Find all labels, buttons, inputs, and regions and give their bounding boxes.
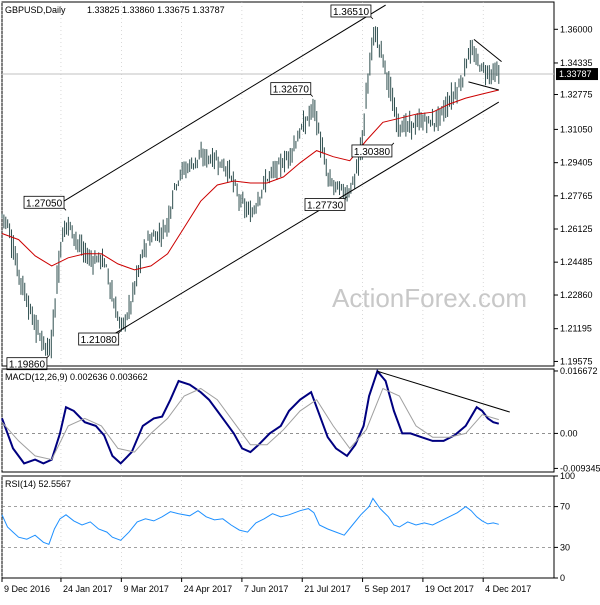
rsi-header: RSI(14) 52.5567 xyxy=(5,479,71,489)
callout-leader xyxy=(370,16,374,20)
x-tick-label: 24 Apr 2017 xyxy=(184,584,233,594)
y-tick-label: 0.016672 xyxy=(560,366,598,376)
callout-box xyxy=(270,82,312,96)
wedge-upper-line xyxy=(473,39,502,63)
y-tick-label: 1.27765 xyxy=(560,191,593,201)
callout-label: 1.27050 xyxy=(26,198,63,209)
y-tick-label: 1.36000 xyxy=(560,24,593,34)
watermark: ActionForex.com xyxy=(332,283,527,313)
callout-label: 1.32670 xyxy=(273,85,310,96)
callout-label: 1.21080 xyxy=(81,335,118,346)
callout-label: 1.27730 xyxy=(307,201,344,212)
price-panel: 1.36000 1.34335 1.32775 1.31050 1.29405 1.277… xyxy=(1,1,598,371)
callout-leader xyxy=(46,355,50,358)
macd-panel: 0.016672 0.00 -0.009345 xyxy=(1,366,600,473)
price-header-symbol: GBPUSD,Daily xyxy=(5,5,66,15)
y-tick-label: 1.29405 xyxy=(560,158,593,168)
x-tick-label: 7 Jun 2017 xyxy=(244,584,289,594)
y-tick-label: 30 xyxy=(560,542,570,552)
price-header-ohlc: 1.33825 1.33860 1.33675 1.33787 xyxy=(87,5,225,15)
callout-leader xyxy=(63,208,67,211)
moving-average-line xyxy=(1,89,499,271)
callout-box xyxy=(330,4,372,18)
signal-line xyxy=(1,387,499,461)
y-tick-label: 1.32775 xyxy=(560,90,593,100)
channel-lower-line xyxy=(109,101,500,338)
callout-box xyxy=(6,357,48,371)
y-tick-label: 1.34335 xyxy=(560,58,593,68)
callout-box xyxy=(351,144,393,158)
x-axis: 9 Dec 2016 24 Jan 2017 9 Mar 2017 24 Apr 20… xyxy=(1,578,531,594)
x-tick-label: 21 Jul 2017 xyxy=(304,584,351,594)
callout-label: 1.36510 xyxy=(333,7,370,18)
y-tick-label: 1.21195 xyxy=(560,324,592,334)
y-tick-label: 100 xyxy=(560,471,575,481)
y-tick-label: -0.009345 xyxy=(560,463,600,473)
x-tick-label: 9 Mar 2017 xyxy=(123,584,169,594)
y-tick-label: 70 xyxy=(560,502,570,512)
panel-frame-0 xyxy=(1,1,555,367)
y-tick-label: 0 xyxy=(560,573,565,583)
channel-upper-line xyxy=(56,4,386,206)
macd-header: MACD(12,26,9) 0.002636 0.003662 xyxy=(5,372,148,382)
x-tick-label: 24 Jan 2017 xyxy=(63,584,113,594)
y-tick-label: 1.22860 xyxy=(560,290,593,300)
y-tick-label: 1.24485 xyxy=(560,257,593,267)
callout-leader xyxy=(391,142,395,146)
callout-label: 1.19860 xyxy=(9,360,46,371)
callout-leader xyxy=(310,94,314,97)
y-tick-label: 0.00 xyxy=(560,428,578,438)
panel-frame-2 xyxy=(1,475,555,579)
callout-box xyxy=(304,198,346,211)
callout-leader xyxy=(344,196,348,199)
wedge-lower-line xyxy=(468,81,499,91)
rsi-panel: 100 70 30 0 xyxy=(1,471,575,583)
callout-label: 1.30380 xyxy=(354,147,391,158)
callout-box xyxy=(78,332,120,346)
y-tick-label: 1.19575 xyxy=(560,356,593,366)
ohlc-bars xyxy=(1,26,500,359)
callout-leader xyxy=(118,330,121,334)
x-tick-label: 5 Sep 2017 xyxy=(365,584,411,594)
x-tick-label: 4 Dec 2017 xyxy=(485,584,531,594)
last-price-tag xyxy=(556,68,598,81)
macd-trendline xyxy=(377,370,510,413)
macd-line xyxy=(1,369,500,465)
callout-box xyxy=(23,195,65,209)
y-tick-label: 1.31050 xyxy=(560,124,593,134)
rsi-line xyxy=(1,497,499,545)
x-tick-label: 9 Dec 2016 xyxy=(4,584,50,594)
last-price-label: 1.33787 xyxy=(559,69,592,79)
x-tick-label: 19 Oct 2017 xyxy=(425,584,474,594)
y-tick-label: 1.26125 xyxy=(560,224,593,234)
